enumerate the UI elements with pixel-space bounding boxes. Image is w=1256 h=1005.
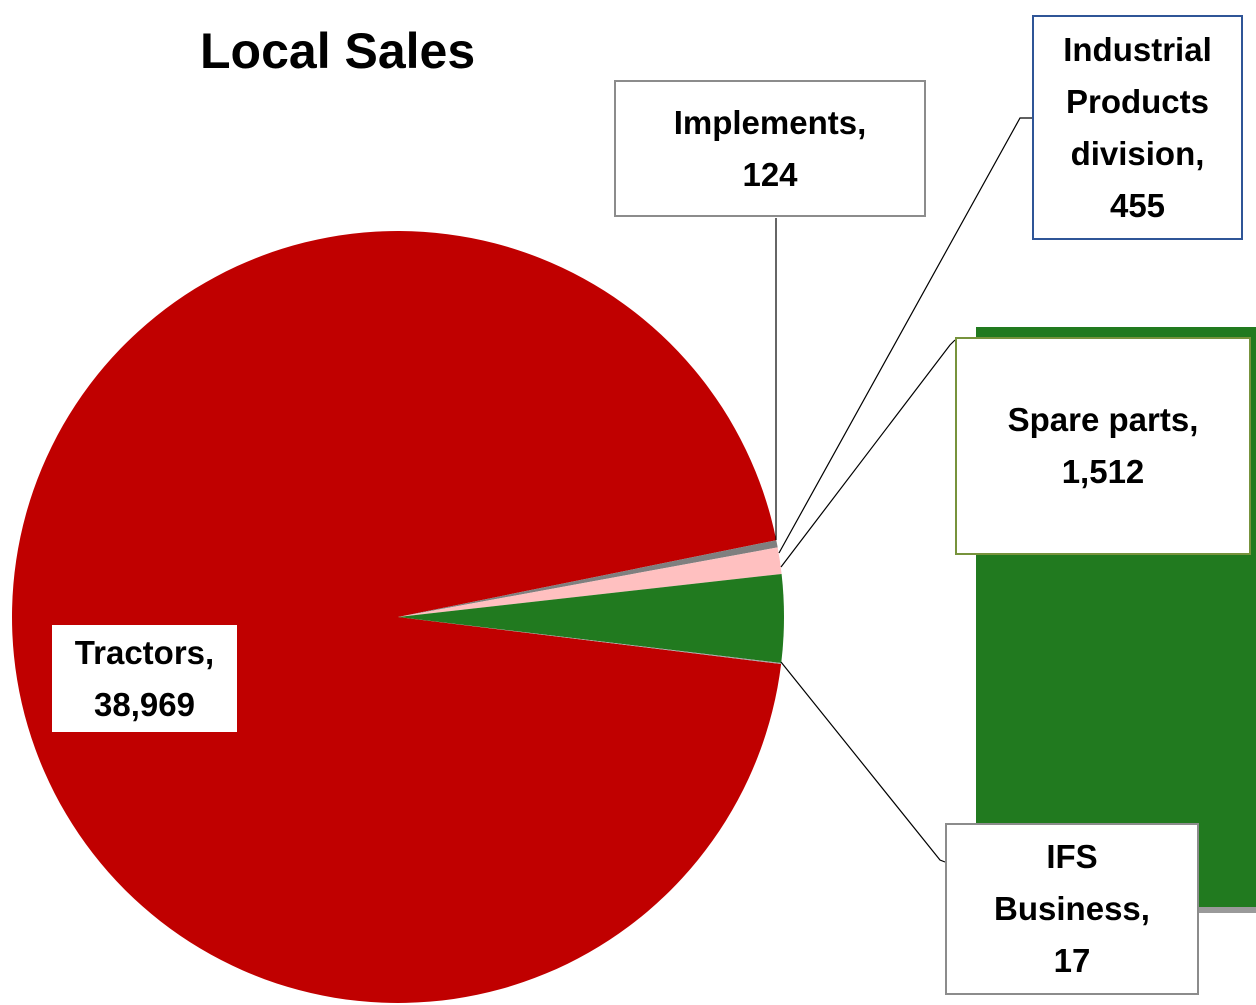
data-label: Industrial Products division, 455 xyxy=(1032,15,1243,240)
data-label: Tractors, 38,969 xyxy=(52,625,237,732)
data-label: Implements, 124 xyxy=(614,80,926,217)
label-category: Tractors xyxy=(74,633,206,671)
leader-line xyxy=(778,117,1032,554)
pie-slice xyxy=(398,573,784,664)
label-value: 38,969 xyxy=(94,685,195,723)
label-separator: , xyxy=(857,103,867,141)
label-category: Spare parts xyxy=(1007,401,1190,438)
label-category: IFS Business xyxy=(994,838,1141,927)
label-value: 17 xyxy=(1053,942,1091,979)
label-separator: , xyxy=(1189,401,1199,438)
label-value: 1,512 xyxy=(1061,453,1145,490)
leader-line xyxy=(780,339,956,568)
label-value: 124 xyxy=(742,155,798,193)
label-category: Implements xyxy=(673,103,858,141)
pie-slice xyxy=(398,617,782,665)
pie-slice xyxy=(398,540,778,617)
label-separator: , xyxy=(1195,134,1205,172)
chart-title: Local Sales xyxy=(200,23,476,79)
label-value: 455 xyxy=(1109,186,1166,224)
label-separator: , xyxy=(205,633,215,671)
label-separator: , xyxy=(1140,890,1150,927)
data-label: Spare parts, 1,512 xyxy=(955,337,1251,555)
data-label: IFS Business, 17 xyxy=(945,823,1199,995)
pie-slice xyxy=(398,547,782,617)
label-category: Industrial Products division xyxy=(1063,30,1212,172)
leader-line xyxy=(780,661,946,863)
pie-slice xyxy=(11,231,782,1004)
slices xyxy=(11,231,784,1004)
